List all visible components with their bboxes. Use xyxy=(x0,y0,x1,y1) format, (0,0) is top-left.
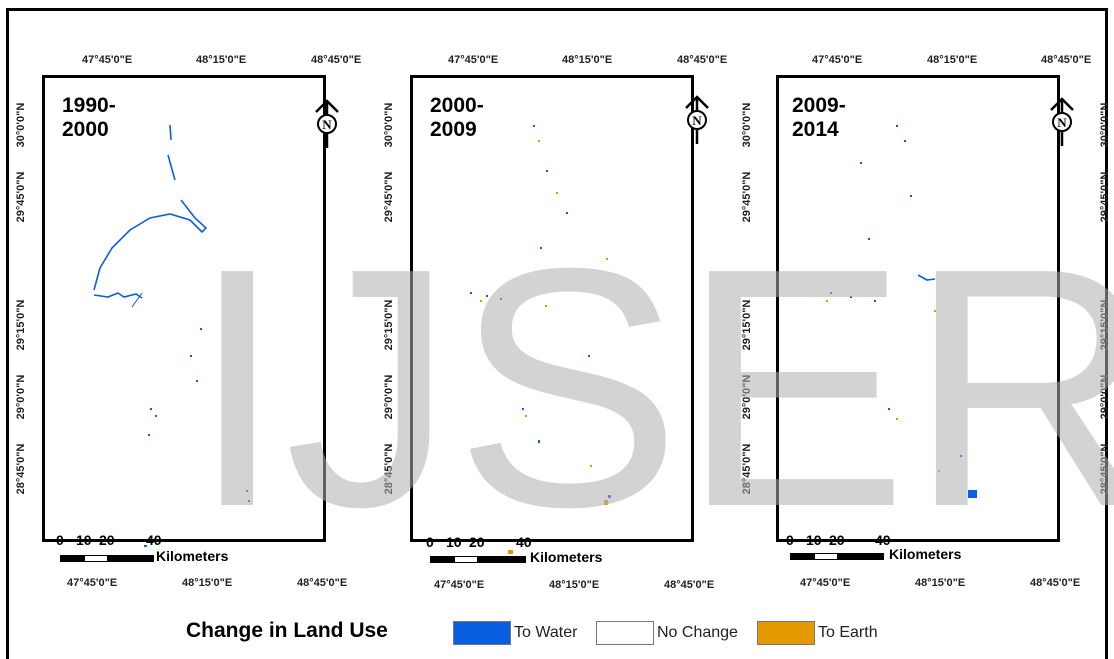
lon-label-bottom: 47°45'0"E xyxy=(800,577,851,589)
scale-unit: Kilometers xyxy=(889,546,962,562)
map-frame xyxy=(776,75,1060,542)
scale-number: 40 xyxy=(146,532,162,548)
lon-label-bottom: 47°45'0"E xyxy=(434,579,485,591)
scale-number: 0 xyxy=(426,534,434,550)
scale-number: 10 xyxy=(446,534,462,550)
panel-title: 2009-2014 xyxy=(792,94,846,141)
water-change-pixels xyxy=(144,328,250,547)
legend-label-to-earth: To Earth xyxy=(818,624,878,641)
water-change-coastline xyxy=(93,292,143,299)
water-change-pixels xyxy=(470,125,611,498)
map-figure-frame xyxy=(6,8,1108,659)
panel-title: 2000-2009 xyxy=(430,94,484,141)
scale-number: 40 xyxy=(516,534,532,550)
lon-label-top: 47°45'0"E xyxy=(812,54,863,66)
scale-bar-segment xyxy=(790,553,814,560)
scale-number: 10 xyxy=(76,532,92,548)
scale-number: 40 xyxy=(875,532,891,548)
water-change-coastline xyxy=(917,274,936,281)
scale-number: 20 xyxy=(829,532,845,548)
scale-bar-segment xyxy=(838,553,884,560)
scale-bar-segment xyxy=(60,555,84,562)
scale-unit: Kilometers xyxy=(156,548,229,564)
scale-number: 20 xyxy=(469,534,485,550)
lon-label-top: 47°45'0"E xyxy=(82,54,133,66)
legend-label-no-change: No Change xyxy=(657,624,738,641)
lon-label-bottom: 48°15'0"E xyxy=(915,577,966,589)
lon-label-bottom: 48°45'0"E xyxy=(664,579,715,591)
lon-label-top: 48°15'0"E xyxy=(562,54,613,66)
scale-number: 0 xyxy=(56,532,64,548)
lon-label-bottom: 48°45'0"E xyxy=(297,577,348,589)
lon-label-top: 48°15'0"E xyxy=(196,54,247,66)
north-letter: N xyxy=(322,117,332,132)
lon-label-top: 48°45'0"E xyxy=(311,54,362,66)
north-arrow-icon: N xyxy=(312,98,342,155)
north-letter: N xyxy=(692,113,702,128)
legend: Change in Land Use To Water No Change To… xyxy=(0,619,1114,649)
lon-label-top: 48°45'0"E xyxy=(1041,54,1092,66)
scale-bar-segment xyxy=(814,553,838,560)
lon-label-bottom: 48°15'0"E xyxy=(182,577,233,589)
scale-bar-segment xyxy=(108,555,154,562)
scale-unit: Kilometers xyxy=(530,549,603,565)
legend-swatch-no-change xyxy=(596,621,654,645)
earth-change-pixels xyxy=(480,140,608,554)
panel-title: 1990-2000 xyxy=(62,94,116,141)
legend-swatch-to-earth xyxy=(757,621,815,645)
lon-label-bottom: 48°45'0"E xyxy=(1030,577,1081,589)
lon-label-top: 48°15'0"E xyxy=(927,54,978,66)
scale-bar-segment xyxy=(454,556,478,563)
lon-label-top: 47°45'0"E xyxy=(448,54,499,66)
map-frame xyxy=(410,75,694,542)
scale-bar-segment xyxy=(430,556,454,563)
legend-title: Change in Land Use xyxy=(186,619,388,642)
water-change-pixels xyxy=(830,125,977,498)
north-arrow-icon: N xyxy=(682,94,712,151)
north-arrow-icon: N xyxy=(1047,96,1077,153)
scale-bar-segment xyxy=(84,555,108,562)
scale-number: 10 xyxy=(806,532,822,548)
legend-swatch-to-water xyxy=(453,621,511,645)
lon-label-bottom: 48°15'0"E xyxy=(549,579,600,591)
scale-bar-segment xyxy=(478,556,526,563)
map-frame xyxy=(42,75,326,542)
lon-label-bottom: 47°45'0"E xyxy=(67,577,118,589)
scale-number: 20 xyxy=(99,532,115,548)
water-change-coastline xyxy=(131,292,143,308)
lon-label-top: 48°45'0"E xyxy=(677,54,728,66)
north-letter: N xyxy=(1057,115,1067,130)
earth-change-pixels xyxy=(826,300,940,472)
water-change-coastline xyxy=(93,124,208,291)
scale-number: 0 xyxy=(786,532,794,548)
legend-label-to-water: To Water xyxy=(514,624,578,641)
